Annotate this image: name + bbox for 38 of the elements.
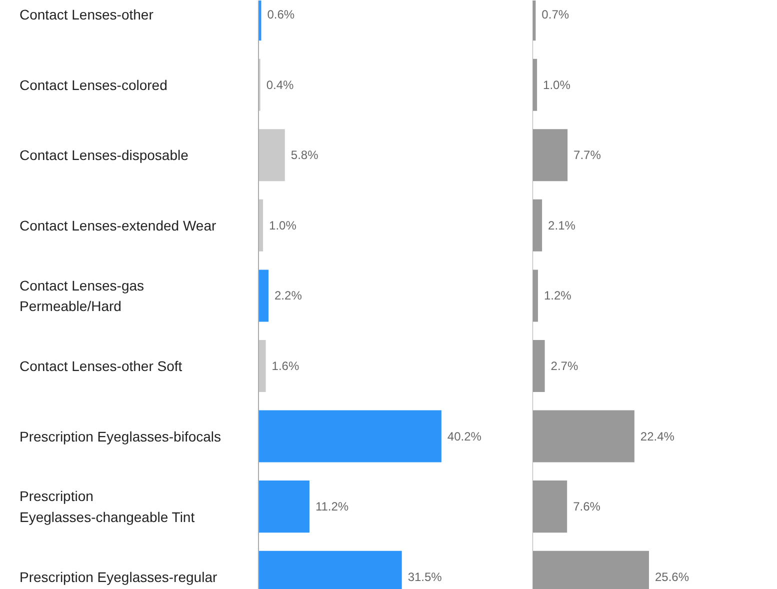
data-label: 40.2% xyxy=(447,429,482,444)
data-label: 7.7% xyxy=(574,148,602,162)
data-label: 5.8% xyxy=(290,148,319,162)
data-label: 2.7% xyxy=(550,358,578,373)
y-tick-label: Contact Lenses-gas Permeable/Hard xyxy=(20,277,144,314)
y-tick-label: Contact Lenses-other xyxy=(20,6,154,23)
data-label: 1.0% xyxy=(543,78,571,92)
bar xyxy=(532,199,542,252)
bar xyxy=(532,129,568,182)
bar xyxy=(258,410,442,462)
data-label: 31.5% xyxy=(408,570,442,584)
data-label: 25.6% xyxy=(654,570,690,584)
y-tick-label: Contact Lenses-other Soft xyxy=(20,358,182,374)
y-tick-label: Contact Lenses-extended Wear xyxy=(20,217,216,234)
data-label: 22.4% xyxy=(640,429,675,444)
data-label: 0.4% xyxy=(266,78,294,92)
data-label: 7.6% xyxy=(573,500,601,514)
bar xyxy=(258,270,269,322)
bar xyxy=(258,340,266,392)
data-label: 0.6% xyxy=(267,8,295,22)
bar xyxy=(532,480,568,533)
data-label: 0.7% xyxy=(542,8,570,22)
y-tick-label: Contact Lenses-disposable xyxy=(20,147,189,164)
data-label: 2.2% xyxy=(274,288,302,303)
y-tick-label: Contact Lenses-colored xyxy=(20,76,168,93)
data-label: 1.2% xyxy=(544,288,572,303)
data-label: 2.1% xyxy=(548,218,576,232)
data-label: 1.6% xyxy=(272,358,300,373)
bar xyxy=(532,410,634,462)
bar xyxy=(258,480,310,533)
bar xyxy=(532,340,545,392)
y-tick-label: Prescription Eyeglasses-changeable Tint xyxy=(20,488,195,525)
bar xyxy=(258,129,285,182)
data-label: 1.0% xyxy=(269,218,297,232)
data-label: 11.2% xyxy=(315,500,349,514)
y-tick-label: Prescription Eyeglasses-regular xyxy=(20,568,218,585)
bar xyxy=(532,270,538,322)
y-tick-label: Prescription Eyeglasses-bifocals xyxy=(20,428,222,444)
